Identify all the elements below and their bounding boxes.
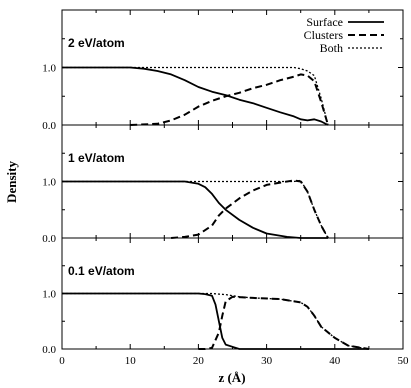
x-axis-title: z (Å) <box>218 370 245 385</box>
legend-label: Clusters <box>304 28 344 42</box>
series-both-line <box>62 66 329 126</box>
y-tick-label: 1.0 <box>42 289 56 301</box>
x-tick-label: 30 <box>261 355 273 367</box>
x-tick-label: 40 <box>329 355 341 367</box>
x-tick-label: 10 <box>125 355 137 367</box>
panel-1: 0.0 1.0 2 eV/atom <box>42 9 404 132</box>
x-tick-label: 50 <box>398 355 410 367</box>
panel-2: 0.0 1.0 1 eV/atom <box>42 124 404 245</box>
series-clusters-line <box>198 295 370 350</box>
series-both-line <box>62 292 370 350</box>
panel-label: 0.1 eV/atom <box>68 264 135 278</box>
y-axis-title: Density <box>4 161 19 203</box>
series-clusters-line <box>130 73 329 126</box>
y-tick-label: 0.0 <box>42 120 56 132</box>
y-tick-label: 0.0 <box>42 233 56 245</box>
legend-label: Surface <box>306 15 343 29</box>
series-both-line <box>62 179 329 239</box>
panel-label: 2 eV/atom <box>68 36 125 50</box>
y-tick-label: 1.0 <box>42 63 56 75</box>
panel-3: 0.0 1.0 0.1 eV/atom <box>42 237 404 356</box>
series-clusters-line <box>171 179 329 239</box>
series-surface-line <box>62 292 369 350</box>
y-tick-label: 1.0 <box>42 177 56 189</box>
legend-label: Both <box>320 41 343 55</box>
x-tick-label: 0 <box>59 355 65 367</box>
y-tick-label: 0.0 <box>42 344 56 356</box>
series-surface-line <box>62 180 328 239</box>
panel-label: 1 eV/atom <box>68 151 125 165</box>
series-surface-line <box>62 66 329 126</box>
x-tick-label: 20 <box>193 355 205 367</box>
